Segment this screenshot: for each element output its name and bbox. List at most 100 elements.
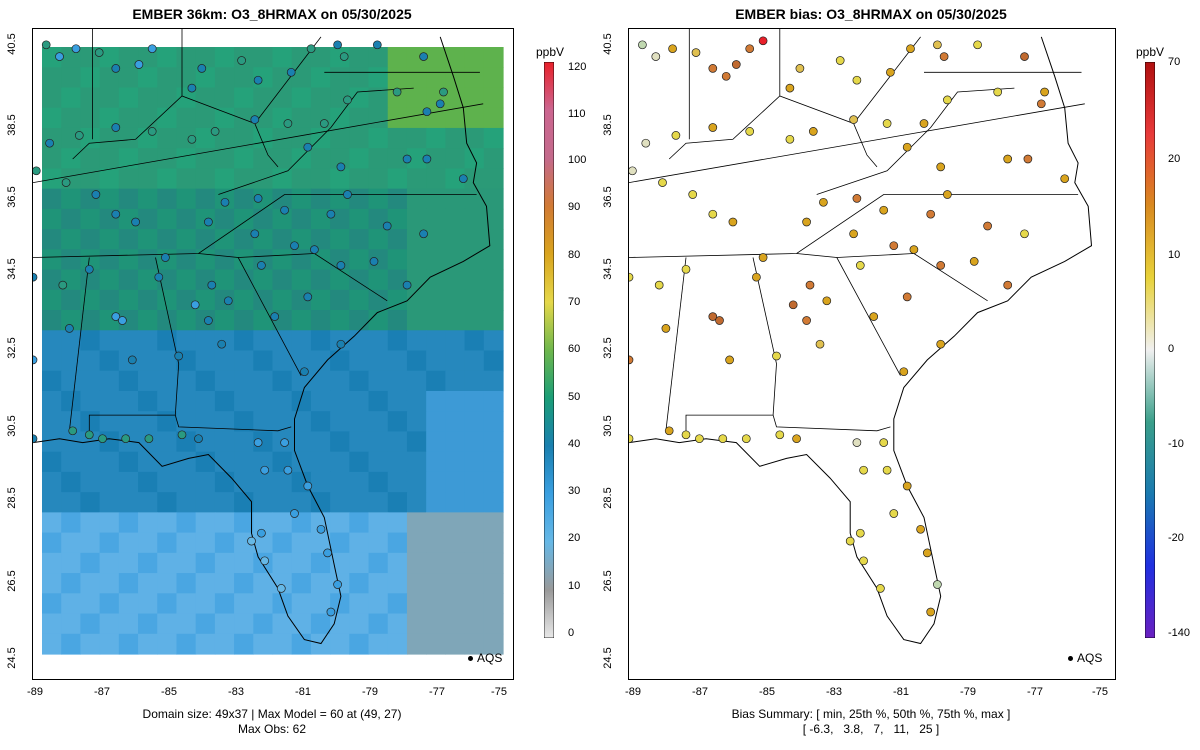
model-grid-cell (291, 431, 312, 453)
model-grid-cell (349, 330, 370, 352)
model-grid-cell (426, 552, 446, 574)
station-marker (835, 56, 845, 65)
model-grid-cell (349, 188, 370, 210)
right-cb-label: -140 (1168, 627, 1191, 639)
model-grid-cell (99, 552, 120, 574)
station-marker (681, 430, 691, 440)
state-boundary (33, 103, 484, 183)
model-grid-cell (42, 411, 62, 433)
model-grid-cell (387, 188, 408, 210)
model-grid-cell (176, 451, 197, 473)
model-grid-cell (464, 67, 485, 89)
model-grid-cell (291, 168, 312, 190)
model-grid-cell (42, 593, 62, 615)
model-grid-cell (272, 552, 293, 574)
model-grid-cell (291, 310, 312, 331)
model-grid-cell (310, 350, 331, 372)
model-grid-cell (176, 532, 197, 554)
model-grid-cell (99, 492, 120, 513)
model-grid-cell (80, 370, 101, 392)
right-panel-title: EMBER bias: O3_8HRMAX on 05/30/2025 (735, 6, 1007, 22)
model-grid-cell (138, 451, 158, 473)
model-grid-cell (42, 471, 62, 493)
model-grid-cell (464, 127, 485, 149)
model-grid-cell (387, 107, 408, 129)
model-grid-cell (445, 532, 466, 554)
model-grid-cell (138, 87, 158, 109)
model-grid-cell (310, 613, 331, 635)
model-grid-cell (483, 87, 504, 109)
model-grid-cell (483, 249, 504, 271)
model-grid-cell (310, 148, 331, 169)
station-marker (55, 52, 64, 61)
model-grid-cell (445, 390, 466, 412)
model-grid-cell (195, 289, 216, 311)
station-marker (402, 280, 412, 290)
model-grid-cell (42, 168, 62, 190)
model-grid-cell (195, 350, 216, 372)
model-grid-cell (330, 148, 350, 169)
state-boundary (816, 87, 1015, 195)
model-grid-cell (406, 87, 427, 109)
model-grid-cell (368, 512, 389, 534)
model-grid-cell (99, 127, 120, 149)
right-legend-label: AQS (1077, 651, 1103, 665)
station-marker (745, 127, 755, 136)
model-grid-cell (349, 208, 370, 230)
model-grid-cell (138, 168, 158, 190)
model-grid-cell (253, 127, 274, 149)
model-grid-cell (61, 370, 82, 392)
model-grid-cell (406, 188, 427, 210)
model-grid-cell (253, 512, 274, 534)
model-grid-cell (176, 269, 197, 291)
station-marker (1003, 154, 1013, 164)
model-grid-cell (195, 613, 216, 635)
model-grid-cell (80, 613, 101, 635)
model-grid-cell (291, 208, 312, 230)
station-marker (134, 60, 144, 69)
model-grid-cell (176, 593, 197, 615)
model-grid-cell (368, 127, 389, 149)
model-grid-cell (406, 471, 427, 493)
right-colorbar-unit: ppbV (1136, 45, 1165, 59)
model-grid-cell (42, 67, 62, 89)
model-grid-cell (387, 492, 408, 513)
model-grid-cell (234, 350, 254, 372)
state-boundary (796, 253, 901, 376)
model-grid-cell (426, 411, 446, 433)
model-grid-cell (214, 370, 235, 392)
model-grid-cell (42, 532, 62, 554)
model-grid-cell (349, 532, 370, 554)
model-grid-cell (234, 229, 254, 250)
model-grid-cell (406, 411, 427, 433)
model-grid-cell (138, 411, 158, 433)
model-grid-cell (368, 390, 389, 412)
station-marker (775, 430, 785, 440)
left-ytick-label: 24.5 (6, 647, 18, 669)
model-grid-cell (483, 573, 504, 594)
station-marker (61, 178, 71, 187)
model-grid-cell (387, 370, 408, 392)
station-marker (708, 123, 718, 132)
model-grid-cell (118, 249, 139, 271)
model-grid-cell (138, 208, 158, 230)
model-grid-cell (214, 208, 235, 230)
model-grid-cell (138, 350, 158, 372)
model-grid-cell (464, 593, 485, 615)
station-marker (84, 430, 94, 440)
station-marker (879, 205, 889, 215)
model-grid-cell (214, 532, 235, 554)
station-marker (343, 95, 352, 105)
station-marker (237, 56, 246, 65)
station-marker (260, 465, 270, 475)
station-marker (147, 44, 157, 54)
model-grid-cell (80, 310, 101, 331)
model-grid-cell (176, 390, 197, 412)
station-marker (788, 300, 798, 310)
model-grid-cell (310, 168, 331, 190)
model-grid-cell (195, 512, 216, 534)
model-grid-cell (61, 350, 82, 372)
model-grid-cell (272, 613, 293, 635)
model-grid-cell (80, 229, 101, 250)
model-grid-cell (42, 188, 62, 210)
